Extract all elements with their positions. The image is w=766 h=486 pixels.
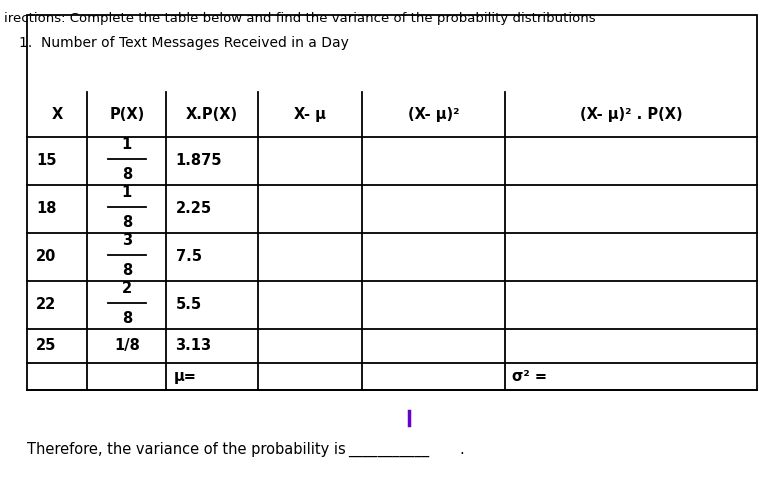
Text: 22: 22 bbox=[36, 297, 56, 312]
Bar bbox=[27, 15, 758, 390]
Text: 8: 8 bbox=[122, 167, 132, 182]
Text: X.P(X): X.P(X) bbox=[186, 107, 238, 122]
Text: P(X): P(X) bbox=[110, 107, 145, 122]
Text: 7.5: 7.5 bbox=[175, 249, 201, 264]
Text: 3.13: 3.13 bbox=[175, 338, 211, 353]
Text: 18: 18 bbox=[36, 201, 57, 216]
Text: X: X bbox=[51, 107, 63, 122]
Text: 5.5: 5.5 bbox=[175, 297, 201, 312]
Text: 25: 25 bbox=[36, 338, 57, 353]
Text: irections: Complete the table below and find the variance of the probability dis: irections: Complete the table below and … bbox=[4, 12, 595, 25]
Text: (X- μ)²: (X- μ)² bbox=[408, 107, 459, 122]
Text: 1: 1 bbox=[122, 137, 132, 152]
Text: ___________: ___________ bbox=[348, 442, 429, 457]
Text: (X- μ)² . P(X): (X- μ)² . P(X) bbox=[580, 107, 683, 122]
Text: 3: 3 bbox=[122, 233, 132, 248]
Text: 1/8: 1/8 bbox=[114, 338, 140, 353]
Text: Therefore, the variance of the probability is: Therefore, the variance of the probabili… bbox=[27, 442, 350, 457]
Text: 20: 20 bbox=[36, 249, 57, 264]
Text: X- μ: X- μ bbox=[294, 107, 326, 122]
Text: σ² =: σ² = bbox=[512, 369, 547, 384]
Text: 2: 2 bbox=[122, 281, 132, 296]
Text: 1: 1 bbox=[122, 185, 132, 200]
Text: 1.  Number of Text Messages Received in a Day: 1. Number of Text Messages Received in a… bbox=[19, 36, 349, 51]
Text: 8: 8 bbox=[122, 263, 132, 278]
Text: 8: 8 bbox=[122, 215, 132, 230]
Text: 15: 15 bbox=[36, 154, 57, 169]
Text: 2.25: 2.25 bbox=[175, 201, 211, 216]
Text: 1.875: 1.875 bbox=[175, 154, 222, 169]
Text: μ=: μ= bbox=[174, 369, 197, 384]
Text: .: . bbox=[459, 442, 463, 457]
Text: 8: 8 bbox=[122, 311, 132, 326]
